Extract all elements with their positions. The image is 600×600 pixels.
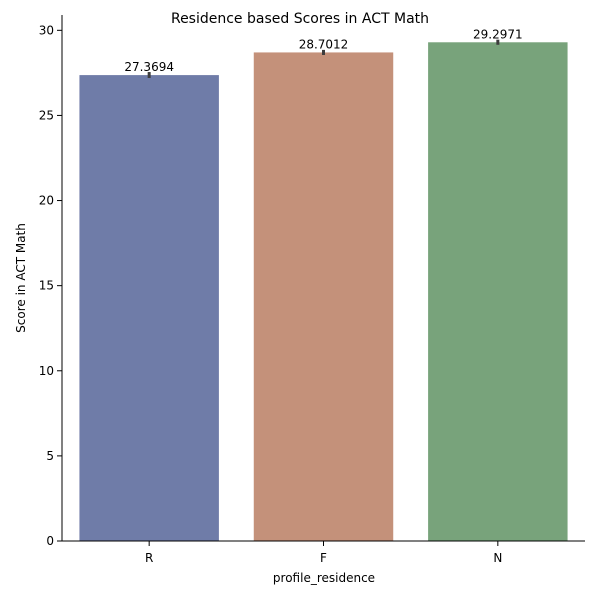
bar-F	[253, 52, 394, 541]
y-axis: 0 5 10 15 20 25 30	[39, 15, 63, 548]
value-label-N: 29.2971	[473, 27, 523, 41]
y-tick-label-30: 30	[39, 23, 54, 37]
x-tick-label-R: R	[145, 551, 153, 565]
y-tick-label-20: 20	[39, 194, 54, 208]
y-tick-label-10: 10	[39, 364, 54, 378]
value-label-F: 28.7012	[299, 37, 349, 51]
y-tick-label-5: 5	[46, 449, 54, 463]
errorbars-group	[147, 39, 500, 78]
y-tick-label-15: 15	[39, 279, 54, 293]
y-tick-label-25: 25	[39, 108, 54, 122]
bar-N	[428, 42, 568, 541]
x-axis-title: profile_residence	[273, 571, 375, 585]
y-axis-title: Score in ACT Math	[14, 223, 28, 333]
x-tick-label-N: N	[493, 551, 502, 565]
bars-group	[79, 42, 568, 541]
y-tick-label-0: 0	[46, 534, 54, 548]
value-labels-group: 27.3694 28.7012 29.2971	[124, 27, 522, 74]
bar-R	[79, 75, 219, 541]
chart-title: Residence based Scores in ACT Math	[171, 11, 429, 27]
x-tick-label-F: F	[320, 551, 327, 565]
value-label-R: 27.3694	[124, 60, 174, 74]
